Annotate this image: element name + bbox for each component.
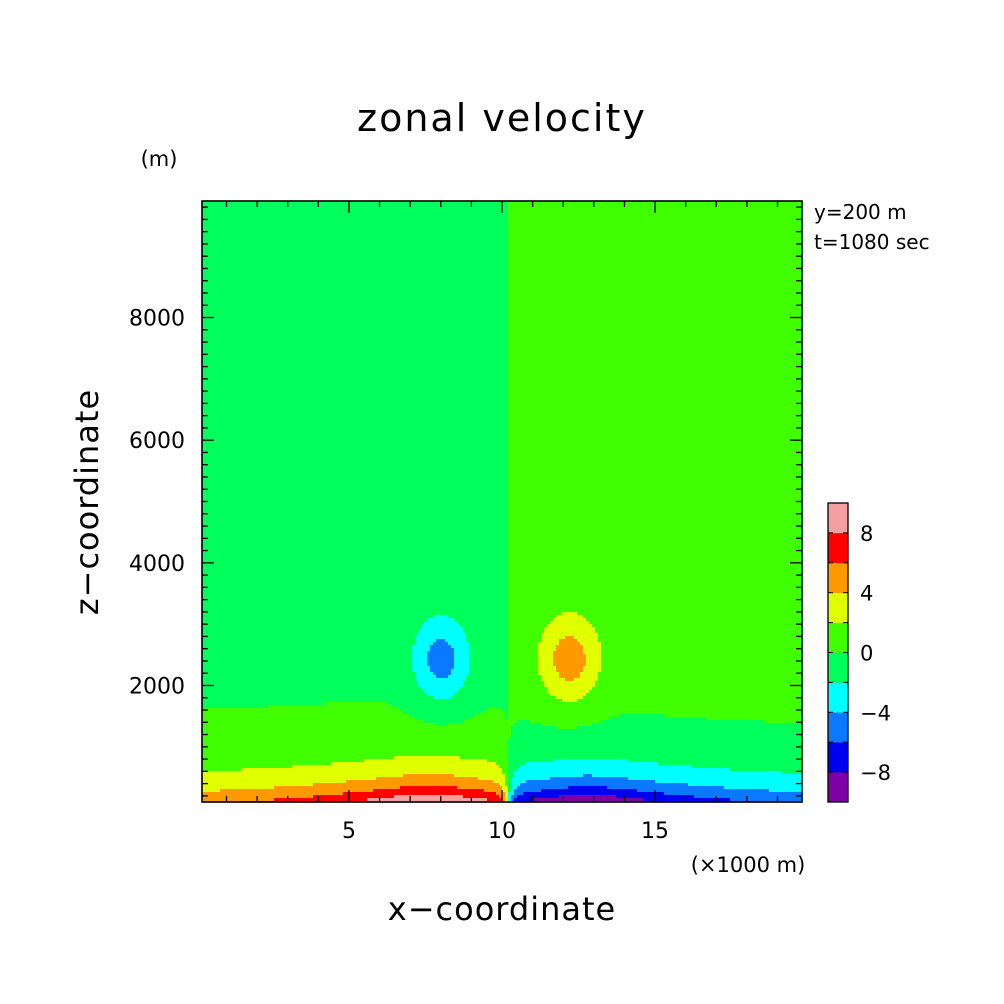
colorbar-tick-label: −8 — [860, 761, 891, 785]
colorbar-tick-label: 4 — [860, 582, 873, 606]
x-axis-unit: (×1000 m) — [691, 853, 806, 877]
colorbar-tick-label: 8 — [860, 522, 873, 546]
colorbar-swatch — [828, 622, 848, 653]
annotation-y-position: y=200 m — [814, 200, 907, 224]
plot-frame — [201, 200, 803, 803]
colorbar-swatch — [828, 772, 848, 803]
colorbar-swatch — [828, 503, 848, 534]
y-tick-label: 6000 — [129, 429, 185, 454]
y-tick-labels: 2000 4000 6000 8000 — [129, 307, 185, 700]
x-tick-labels: 5 10 15 — [342, 819, 669, 844]
colorbar-tick-label: −4 — [860, 701, 891, 725]
colorbar-swatch — [828, 652, 848, 683]
contour-fill — [202, 201, 803, 803]
colorbar-swatch — [828, 682, 848, 713]
y-axis-unit: (m) — [141, 147, 178, 171]
colorbar-swatch — [828, 712, 848, 743]
x-tick-label: 5 — [342, 819, 356, 844]
y-tick-label: 4000 — [129, 552, 185, 577]
colorbar-swatch — [828, 742, 848, 773]
x-tick-label: 15 — [641, 819, 669, 844]
x-tick-label: 10 — [488, 819, 516, 844]
axis-ticks — [202, 201, 802, 802]
annotation-time: t=1080 sec — [814, 230, 930, 254]
x-axis-label: x−coordinate — [388, 890, 616, 928]
y-tick-label: 2000 — [129, 674, 185, 699]
colorbar: −8 −4 0 4 8 — [827, 502, 891, 803]
chart-title: zonal velocity — [357, 96, 647, 140]
colorbar-swatch — [828, 562, 848, 593]
y-tick-label: 8000 — [129, 307, 185, 332]
colorbar-swatch — [828, 592, 848, 623]
colorbar-swatch — [828, 532, 848, 564]
y-axis-label: z−coordinate — [68, 389, 106, 615]
colorbar-tick-label: 0 — [860, 642, 873, 666]
